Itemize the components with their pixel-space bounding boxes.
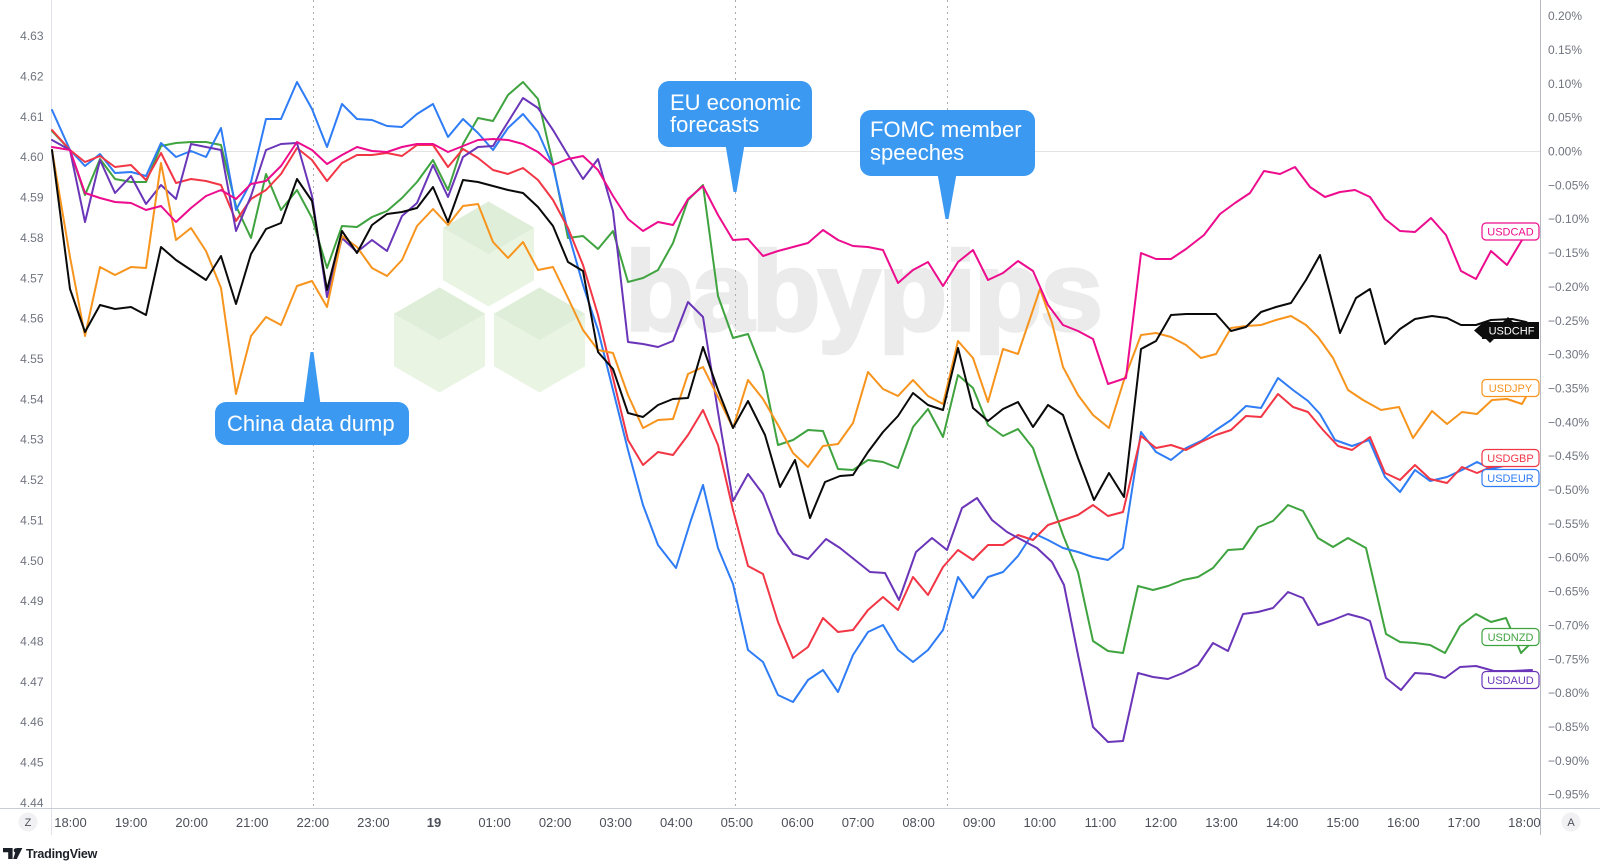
svg-text:−0.90%: −0.90% <box>1548 754 1589 768</box>
svg-text:−0.55%: −0.55% <box>1548 517 1589 531</box>
svg-text:09:00: 09:00 <box>963 815 996 830</box>
svg-text:−0.10%: −0.10% <box>1548 212 1589 226</box>
svg-text:19:00: 19:00 <box>115 815 148 830</box>
svg-text:forecasts: forecasts <box>670 112 759 137</box>
svg-text:4.44: 4.44 <box>20 796 44 810</box>
svg-text:18:00: 18:00 <box>1508 815 1541 830</box>
svg-text:EU economic: EU economic <box>670 90 801 115</box>
svg-text:−0.65%: −0.65% <box>1548 585 1589 599</box>
svg-text:19: 19 <box>427 815 441 830</box>
svg-text:0.20%: 0.20% <box>1548 9 1582 23</box>
svg-text:4.60: 4.60 <box>20 150 44 164</box>
svg-text:USDCAD: USDCAD <box>1487 227 1534 239</box>
svg-text:−0.95%: −0.95% <box>1548 788 1589 802</box>
svg-text:4.61: 4.61 <box>20 110 44 124</box>
svg-text:0.15%: 0.15% <box>1548 43 1582 57</box>
svg-text:A: A <box>1567 817 1575 829</box>
svg-text:13:00: 13:00 <box>1205 815 1238 830</box>
svg-text:4.55: 4.55 <box>20 352 44 366</box>
svg-text:17:00: 17:00 <box>1448 815 1481 830</box>
svg-text:Z: Z <box>25 817 32 829</box>
svg-text:14:00: 14:00 <box>1266 815 1299 830</box>
svg-text:04:00: 04:00 <box>660 815 693 830</box>
svg-text:11:00: 11:00 <box>1085 815 1117 830</box>
svg-text:15:00: 15:00 <box>1326 815 1359 830</box>
svg-text:12:00: 12:00 <box>1145 815 1178 830</box>
svg-text:4.50: 4.50 <box>20 554 44 568</box>
svg-text:TradingView: TradingView <box>26 847 98 861</box>
svg-text:4.54: 4.54 <box>20 392 44 406</box>
svg-text:4.47: 4.47 <box>20 675 44 689</box>
svg-text:−0.40%: −0.40% <box>1548 415 1589 429</box>
svg-text:4.46: 4.46 <box>20 715 44 729</box>
svg-text:0.05%: 0.05% <box>1548 111 1582 125</box>
svg-text:USDAUD: USDAUD <box>1487 675 1534 687</box>
svg-text:02:00: 02:00 <box>539 815 572 830</box>
svg-text:USDNZD: USDNZD <box>1488 632 1534 644</box>
svg-text:4.62: 4.62 <box>20 70 44 84</box>
svg-text:4.53: 4.53 <box>20 433 44 447</box>
svg-text:−0.30%: −0.30% <box>1548 348 1589 362</box>
svg-text:−0.05%: −0.05% <box>1548 178 1589 192</box>
svg-text:18:00: 18:00 <box>54 815 87 830</box>
svg-text:16:00: 16:00 <box>1387 815 1420 830</box>
svg-text:07:00: 07:00 <box>842 815 875 830</box>
svg-text:FOMC member: FOMC member <box>870 117 1022 142</box>
svg-text:−0.15%: −0.15% <box>1548 246 1589 260</box>
svg-text:01:00: 01:00 <box>478 815 511 830</box>
svg-text:4.48: 4.48 <box>20 635 44 649</box>
svg-text:03:00: 03:00 <box>599 815 632 830</box>
svg-text:4.52: 4.52 <box>20 473 44 487</box>
svg-text:23:00: 23:00 <box>357 815 390 830</box>
svg-text:USDCHF: USDCHF <box>1489 326 1535 338</box>
svg-text:USDEUR: USDEUR <box>1487 473 1534 485</box>
svg-text:4.45: 4.45 <box>20 756 44 770</box>
svg-text:20:00: 20:00 <box>175 815 208 830</box>
svg-text:05:00: 05:00 <box>721 815 754 830</box>
svg-text:−0.20%: −0.20% <box>1548 280 1589 294</box>
svg-text:−0.75%: −0.75% <box>1548 652 1589 666</box>
svg-text:−0.80%: −0.80% <box>1548 686 1589 700</box>
svg-text:USDJPY: USDJPY <box>1489 383 1533 395</box>
svg-text:babypips: babypips <box>625 229 1101 354</box>
svg-text:08:00: 08:00 <box>902 815 935 830</box>
svg-text:22:00: 22:00 <box>297 815 330 830</box>
svg-text:−0.70%: −0.70% <box>1548 618 1589 632</box>
svg-text:4.63: 4.63 <box>20 29 44 43</box>
svg-text:−0.85%: −0.85% <box>1548 720 1589 734</box>
svg-text:−0.25%: −0.25% <box>1548 314 1589 328</box>
svg-text:4.51: 4.51 <box>20 513 44 527</box>
svg-text:−0.60%: −0.60% <box>1548 551 1589 565</box>
svg-text:−0.50%: −0.50% <box>1548 483 1589 497</box>
svg-text:06:00: 06:00 <box>781 815 814 830</box>
svg-text:0.00%: 0.00% <box>1548 145 1582 159</box>
svg-text:4.56: 4.56 <box>20 312 44 326</box>
svg-text:10:00: 10:00 <box>1024 815 1057 830</box>
svg-text:0.10%: 0.10% <box>1548 77 1582 91</box>
svg-text:China data dump: China data dump <box>227 411 395 436</box>
svg-text:USDGBP: USDGBP <box>1487 453 1533 465</box>
svg-text:4.59: 4.59 <box>20 191 44 205</box>
svg-text:−0.45%: −0.45% <box>1548 449 1589 463</box>
svg-text:4.58: 4.58 <box>20 231 44 245</box>
svg-text:−0.35%: −0.35% <box>1548 382 1589 396</box>
svg-text:21:00: 21:00 <box>236 815 269 830</box>
svg-text:speeches: speeches <box>870 140 964 165</box>
svg-text:4.57: 4.57 <box>20 271 44 285</box>
svg-text:4.49: 4.49 <box>20 594 44 608</box>
